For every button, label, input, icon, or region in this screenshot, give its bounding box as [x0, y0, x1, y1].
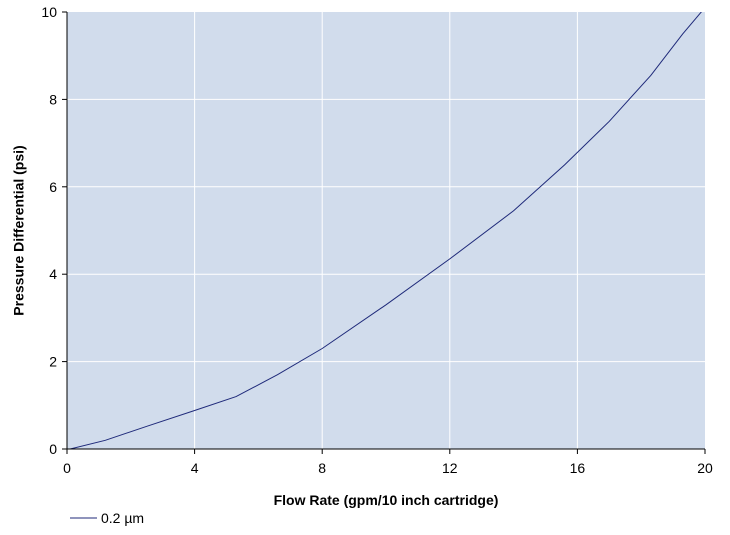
y-axis-title: Pressure Differential (psi): [11, 145, 27, 315]
y-tick-label: 0: [49, 441, 57, 457]
y-tick-label: 10: [41, 4, 57, 20]
x-tick-label: 4: [191, 460, 199, 476]
x-tick-label: 8: [318, 460, 326, 476]
y-tick-label: 6: [49, 179, 57, 195]
x-tick-label: 20: [697, 460, 713, 476]
x-tick-label: 16: [570, 460, 586, 476]
series-layer: [70, 12, 702, 449]
y-axis-ticks: 0 2 4 6 8 10: [41, 4, 67, 457]
legend-label: 0.2 µm: [101, 510, 144, 526]
x-gridlines: [194, 12, 578, 449]
y-tick-label: 4: [49, 266, 57, 282]
x-axis-title: Flow Rate (gpm/10 inch cartridge): [274, 492, 499, 508]
series-line: [70, 12, 702, 449]
plot-area: [67, 12, 705, 449]
x-axis-ticks: 0 4 8 12 16 20: [63, 449, 713, 476]
y-gridlines: [67, 98, 705, 363]
y-tick-label: 2: [49, 354, 57, 370]
x-tick-label: 0: [63, 460, 71, 476]
y-tick-label: 8: [49, 91, 57, 107]
legend: 0.2 µm: [70, 510, 144, 526]
x-tick-label: 12: [442, 460, 458, 476]
